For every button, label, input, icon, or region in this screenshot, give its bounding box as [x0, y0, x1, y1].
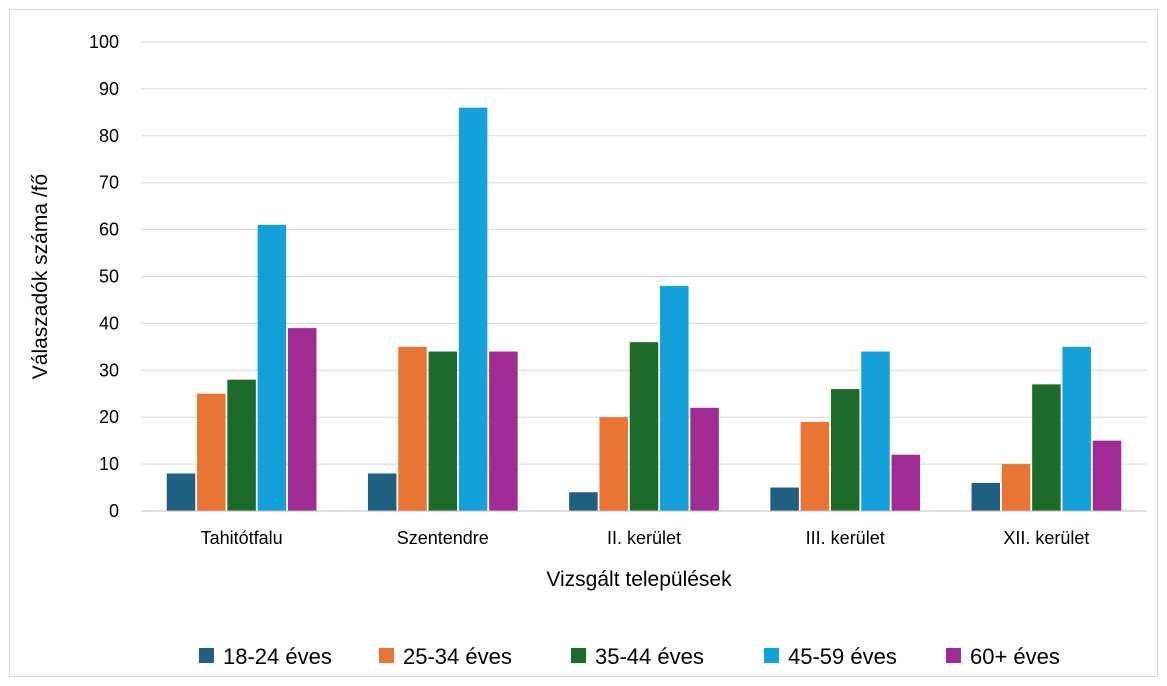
bar	[599, 417, 628, 511]
bar	[197, 393, 226, 511]
y-tick-label: 100	[89, 32, 119, 52]
bar	[227, 379, 256, 511]
y-tick-label: 10	[99, 454, 119, 474]
x-axis-categories: Tahitótfalu Szentendre II. kerület III. ker…	[201, 528, 1090, 548]
y-tick-label: 90	[99, 79, 119, 99]
bars	[166, 107, 1122, 511]
y-axis-ticks: 0 10 20 30 40 50 60 70 80 90 100	[89, 32, 119, 521]
x-tick-label: Tahitótfalu	[201, 528, 283, 548]
x-tick-label: II. kerület	[607, 528, 681, 548]
bar	[166, 473, 196, 511]
legend-label: 60+ éves	[970, 644, 1060, 669]
legend-swatch	[379, 648, 394, 663]
bar	[257, 224, 287, 511]
bar	[891, 454, 921, 511]
bar	[569, 492, 598, 511]
legend-swatch	[571, 648, 586, 663]
bar	[458, 107, 488, 511]
legend: 18-24 éves 25-34 éves 35-44 éves 45-59 éves…	[199, 644, 1060, 669]
legend-swatch	[946, 648, 961, 663]
bar	[770, 487, 799, 511]
y-axis-title: Válaszadók száma /fő	[29, 174, 52, 379]
y-tick-label: 80	[99, 126, 119, 146]
bar	[489, 351, 518, 511]
y-tick-label: 20	[99, 407, 119, 427]
legend-label: 35-44 éves	[595, 644, 704, 669]
bar	[1001, 464, 1031, 511]
x-tick-label: III. kerület	[806, 528, 885, 548]
bar	[367, 473, 397, 511]
bar	[971, 482, 1001, 511]
bar	[1032, 384, 1061, 511]
legend-swatch	[764, 648, 779, 663]
bar	[428, 351, 458, 511]
y-tick-label: 0	[109, 501, 119, 521]
y-tick-label: 40	[99, 313, 119, 333]
legend-swatch	[199, 648, 214, 663]
bar	[690, 407, 719, 511]
y-tick-label: 60	[99, 220, 119, 240]
bar	[629, 342, 659, 511]
bar	[398, 346, 427, 511]
bar	[287, 328, 317, 511]
y-tick-label: 50	[99, 267, 119, 287]
bar	[1092, 440, 1122, 511]
y-tick-label: 30	[99, 360, 119, 380]
x-axis-title: Vizsgált települések	[546, 568, 732, 591]
bar	[861, 351, 890, 511]
bar	[1062, 346, 1091, 511]
legend-label: 18-24 éves	[223, 644, 332, 669]
y-tick-label: 70	[99, 173, 119, 193]
x-tick-label: XII. kerület	[1003, 528, 1089, 548]
bar	[800, 421, 830, 511]
chart-frame	[9, 9, 1158, 677]
bar	[830, 389, 860, 511]
bar	[660, 285, 689, 511]
legend-label: 45-59 éves	[788, 644, 897, 669]
legend-label: 25-34 éves	[403, 644, 512, 669]
x-tick-label: Szentendre	[397, 528, 489, 548]
